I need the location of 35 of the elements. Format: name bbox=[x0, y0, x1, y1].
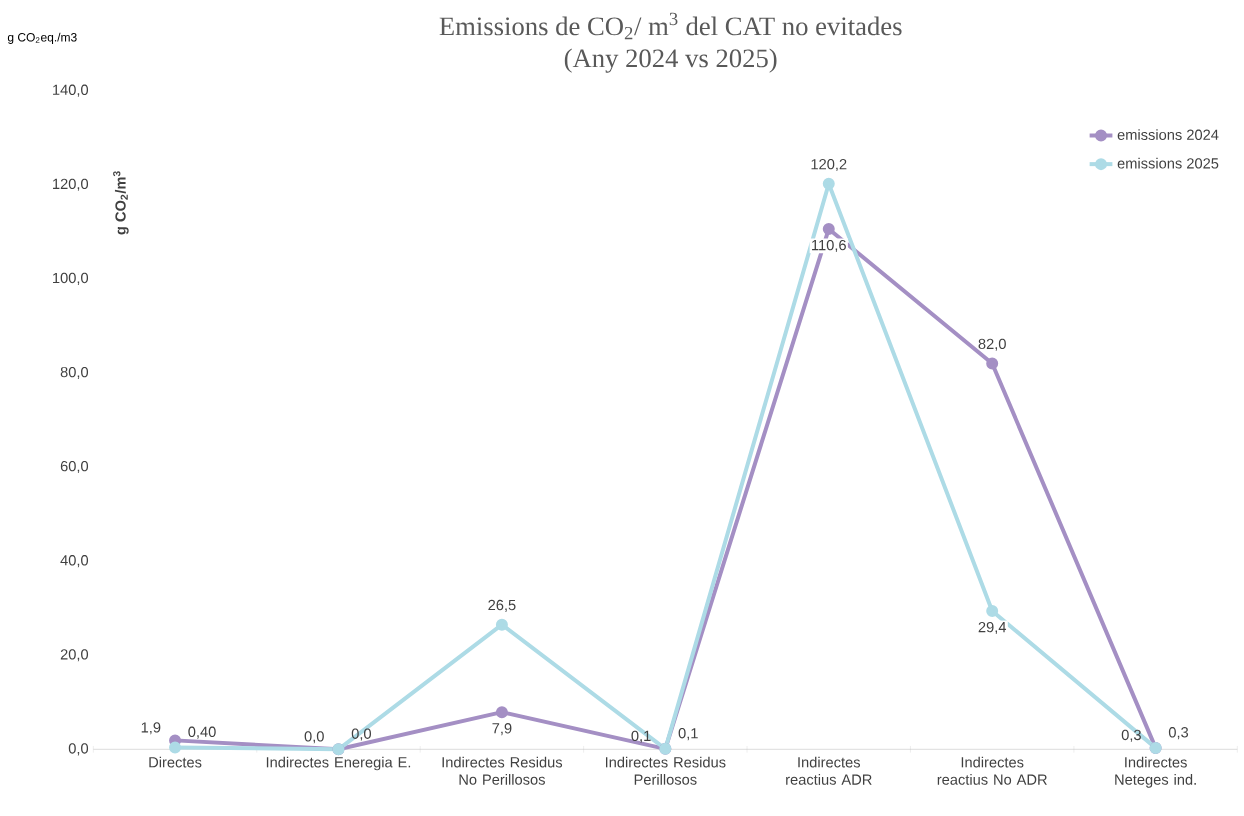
y-tick-label: 120,0 bbox=[53, 178, 89, 191]
y-tick-label: 80,0 bbox=[60, 366, 89, 379]
data-label: 0,0 bbox=[351, 728, 371, 741]
data-label: 110,6 bbox=[812, 239, 846, 253]
chart-title: Emissions de CO$_{2}$/ m$^{3}$ del CAT no evitades bbox=[439, 12, 902, 40]
data-label: 0,1 bbox=[631, 730, 651, 743]
x-tick-label: Indirectes Neteges ind. bbox=[1115, 756, 1196, 788]
y-tick-label: 40,0 bbox=[60, 555, 89, 568]
data-label: 120,2 bbox=[811, 158, 847, 172]
data-label: 1,9 bbox=[141, 722, 161, 735]
data-label: 0,40 bbox=[188, 726, 216, 739]
legend-label: emissions 2024 bbox=[1117, 129, 1219, 140]
x-tick-label: Indirectes Eneregia E. bbox=[266, 756, 411, 771]
x-tick-label: Indirectes reactius ADR bbox=[786, 756, 872, 785]
data-label: 7,9 bbox=[492, 723, 512, 736]
chart-subtitle: (Any 2024 vs 2025) bbox=[564, 48, 777, 73]
text: g CO$_{2}$eq./m3 bbox=[7, 32, 77, 44]
data-label: 0,0 bbox=[304, 731, 324, 744]
data-label: 82,0 bbox=[978, 338, 1006, 351]
x-tick-label: Directes bbox=[149, 756, 202, 768]
x-tick-label: Indirectes reactius No ADR bbox=[937, 756, 1047, 785]
legend-label: emissions 2025 bbox=[1117, 157, 1219, 169]
data-label: 29,4 bbox=[978, 621, 1007, 635]
data-label: 0,3 bbox=[1121, 729, 1141, 742]
y-tick-label: 140,0 bbox=[53, 84, 89, 97]
x-tick-label: Indirectes Residus Perillosos bbox=[605, 756, 726, 785]
x-tick-label: Indirectes Residus No Perillosos bbox=[442, 756, 563, 785]
data-label: 0,3 bbox=[1168, 727, 1189, 740]
y-axis-title: g CO$_{2}$/m$^{3}$ bbox=[113, 171, 129, 235]
y-tick-label: 20,0 bbox=[60, 649, 89, 662]
data-label: 0,1 bbox=[678, 728, 698, 741]
y-tick-label: 0,0 bbox=[68, 743, 89, 756]
y-tick-label: 100,0 bbox=[53, 272, 89, 285]
data-label: 26,5 bbox=[488, 599, 516, 612]
y-tick-label: 60,0 bbox=[60, 460, 89, 474]
